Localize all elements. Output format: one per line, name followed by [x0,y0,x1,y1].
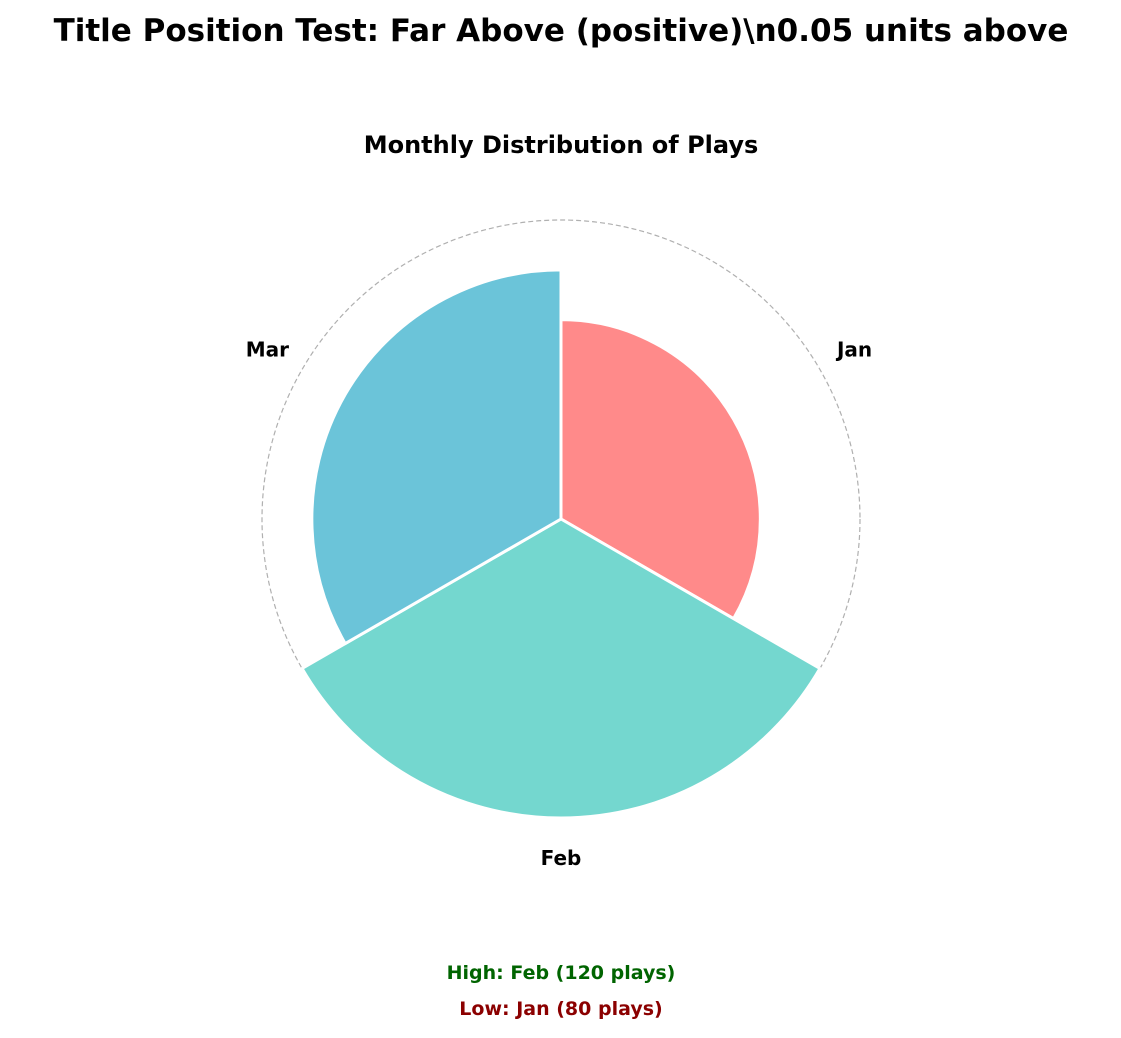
annotation-low: Low: Jan (80 plays) [459,998,662,1020]
bar-mar [310,268,563,646]
category-labels: Jan Feb Mar [246,338,872,871]
polar-bars [300,268,822,820]
tick-label-mar: Mar [246,338,289,362]
tick-label-feb: Feb [541,846,582,870]
figure-suptitle: Title Position Test: Far Above (positive… [54,13,1069,49]
tick-label-jan: Jan [835,338,872,362]
annotation-high: High: Feb (120 plays) [447,962,676,984]
bar-jan [559,318,762,621]
polar-grid [261,219,861,819]
chart-title: Monthly Distribution of Plays [364,131,759,159]
bar-feb [300,517,822,820]
outer-grid-ring [261,219,861,819]
